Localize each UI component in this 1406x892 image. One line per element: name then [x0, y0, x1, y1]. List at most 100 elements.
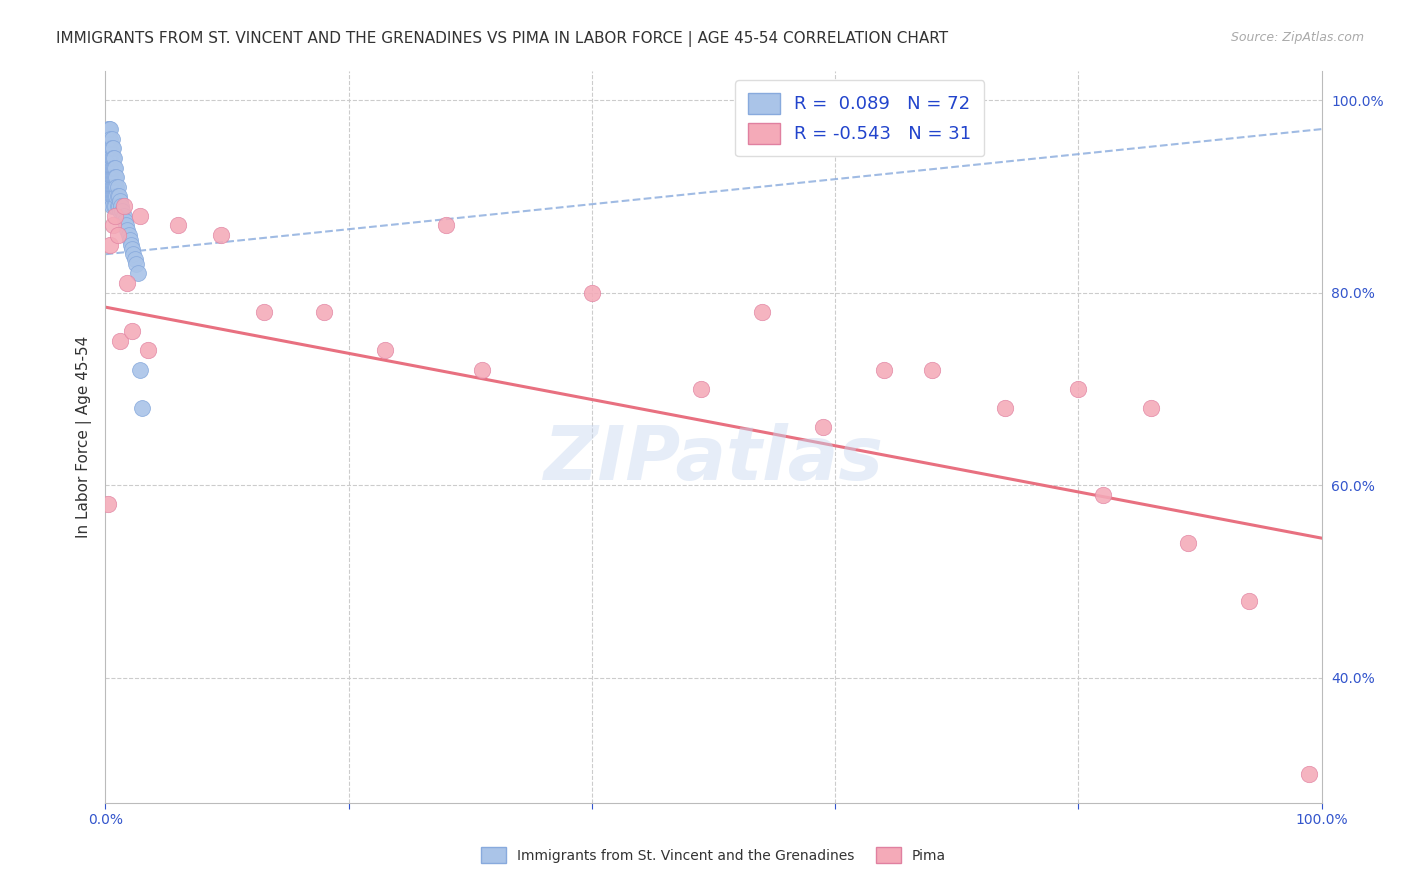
Point	[98, 122, 121, 136]
Point	[100, 132, 122, 146]
Point	[98, 122, 121, 136]
Point	[128, 362, 150, 376]
Point	[104, 179, 127, 194]
Point	[101, 170, 124, 185]
Point	[120, 237, 142, 252]
Point	[100, 179, 122, 194]
Point	[374, 343, 396, 358]
Point	[112, 209, 135, 223]
Point	[1140, 401, 1163, 416]
Point	[107, 189, 129, 203]
Point	[103, 161, 125, 175]
Point	[114, 213, 136, 227]
Point	[108, 334, 131, 348]
Point	[98, 170, 121, 185]
Point	[97, 141, 120, 155]
Point	[994, 401, 1017, 416]
Point	[98, 151, 121, 165]
Point	[121, 324, 143, 338]
Point	[107, 199, 129, 213]
Point	[117, 223, 139, 237]
Point	[96, 155, 118, 169]
Point	[581, 285, 603, 300]
Point	[811, 420, 834, 434]
Point	[98, 161, 121, 175]
Point	[98, 132, 121, 146]
Point	[100, 161, 122, 175]
Point	[103, 199, 125, 213]
Point	[121, 243, 143, 257]
Point	[103, 151, 125, 165]
Point	[115, 219, 138, 233]
Point	[136, 343, 159, 358]
Point	[110, 199, 132, 213]
Text: ZIPatlas: ZIPatlas	[544, 423, 883, 496]
Legend: Immigrants from St. Vincent and the Grenadines, Pima: Immigrants from St. Vincent and the Gren…	[475, 842, 952, 869]
Point	[122, 247, 145, 261]
Point	[101, 151, 124, 165]
Point	[104, 199, 127, 213]
Point	[100, 141, 122, 155]
Point	[107, 179, 129, 194]
Point	[104, 170, 127, 185]
Point	[1067, 382, 1090, 396]
Point	[98, 179, 121, 194]
Point	[111, 203, 134, 218]
Point	[921, 362, 943, 376]
Point	[103, 179, 125, 194]
Point	[471, 362, 494, 376]
Point	[1298, 767, 1320, 781]
Point	[104, 161, 127, 175]
Point	[104, 189, 127, 203]
Point	[104, 209, 127, 223]
Point	[105, 179, 128, 194]
Point	[108, 194, 131, 209]
Point	[1237, 593, 1260, 607]
Point	[101, 179, 124, 194]
Point	[112, 199, 135, 213]
Point	[125, 257, 148, 271]
Point	[101, 219, 124, 233]
Point	[98, 189, 121, 203]
Point	[108, 203, 131, 218]
Point	[98, 161, 121, 175]
Point	[100, 151, 122, 165]
Point	[118, 233, 141, 247]
Text: Source: ZipAtlas.com: Source: ZipAtlas.com	[1230, 31, 1364, 45]
Point	[97, 132, 120, 146]
Point	[98, 141, 121, 155]
Point	[98, 141, 121, 155]
Point	[103, 189, 125, 203]
Point	[1091, 488, 1114, 502]
Point	[98, 132, 121, 146]
Point	[97, 498, 120, 512]
Text: IMMIGRANTS FROM ST. VINCENT AND THE GRENADINES VS PIMA IN LABOR FORCE | AGE 45-5: IMMIGRANTS FROM ST. VINCENT AND THE GREN…	[56, 31, 949, 47]
Point	[100, 170, 122, 185]
Point	[98, 189, 121, 203]
Point	[690, 382, 713, 396]
Point	[98, 179, 121, 194]
Point	[128, 209, 150, 223]
Point	[98, 237, 121, 252]
Point	[1177, 536, 1199, 550]
Point	[117, 276, 139, 290]
Point	[100, 199, 122, 213]
Point	[101, 189, 124, 203]
Point	[108, 199, 131, 213]
Point	[124, 252, 146, 266]
Y-axis label: In Labor Force | Age 45-54: In Labor Force | Age 45-54	[76, 336, 91, 538]
Point	[314, 305, 336, 319]
Point	[98, 170, 121, 185]
Point	[100, 189, 122, 203]
Point	[108, 189, 131, 203]
Point	[105, 189, 128, 203]
Point	[103, 170, 125, 185]
Point	[751, 305, 773, 319]
Point	[127, 267, 149, 281]
Point	[209, 227, 232, 242]
Point	[107, 227, 129, 242]
Point	[105, 170, 128, 185]
Point	[97, 122, 120, 136]
Point	[98, 151, 121, 165]
Point	[117, 227, 139, 242]
